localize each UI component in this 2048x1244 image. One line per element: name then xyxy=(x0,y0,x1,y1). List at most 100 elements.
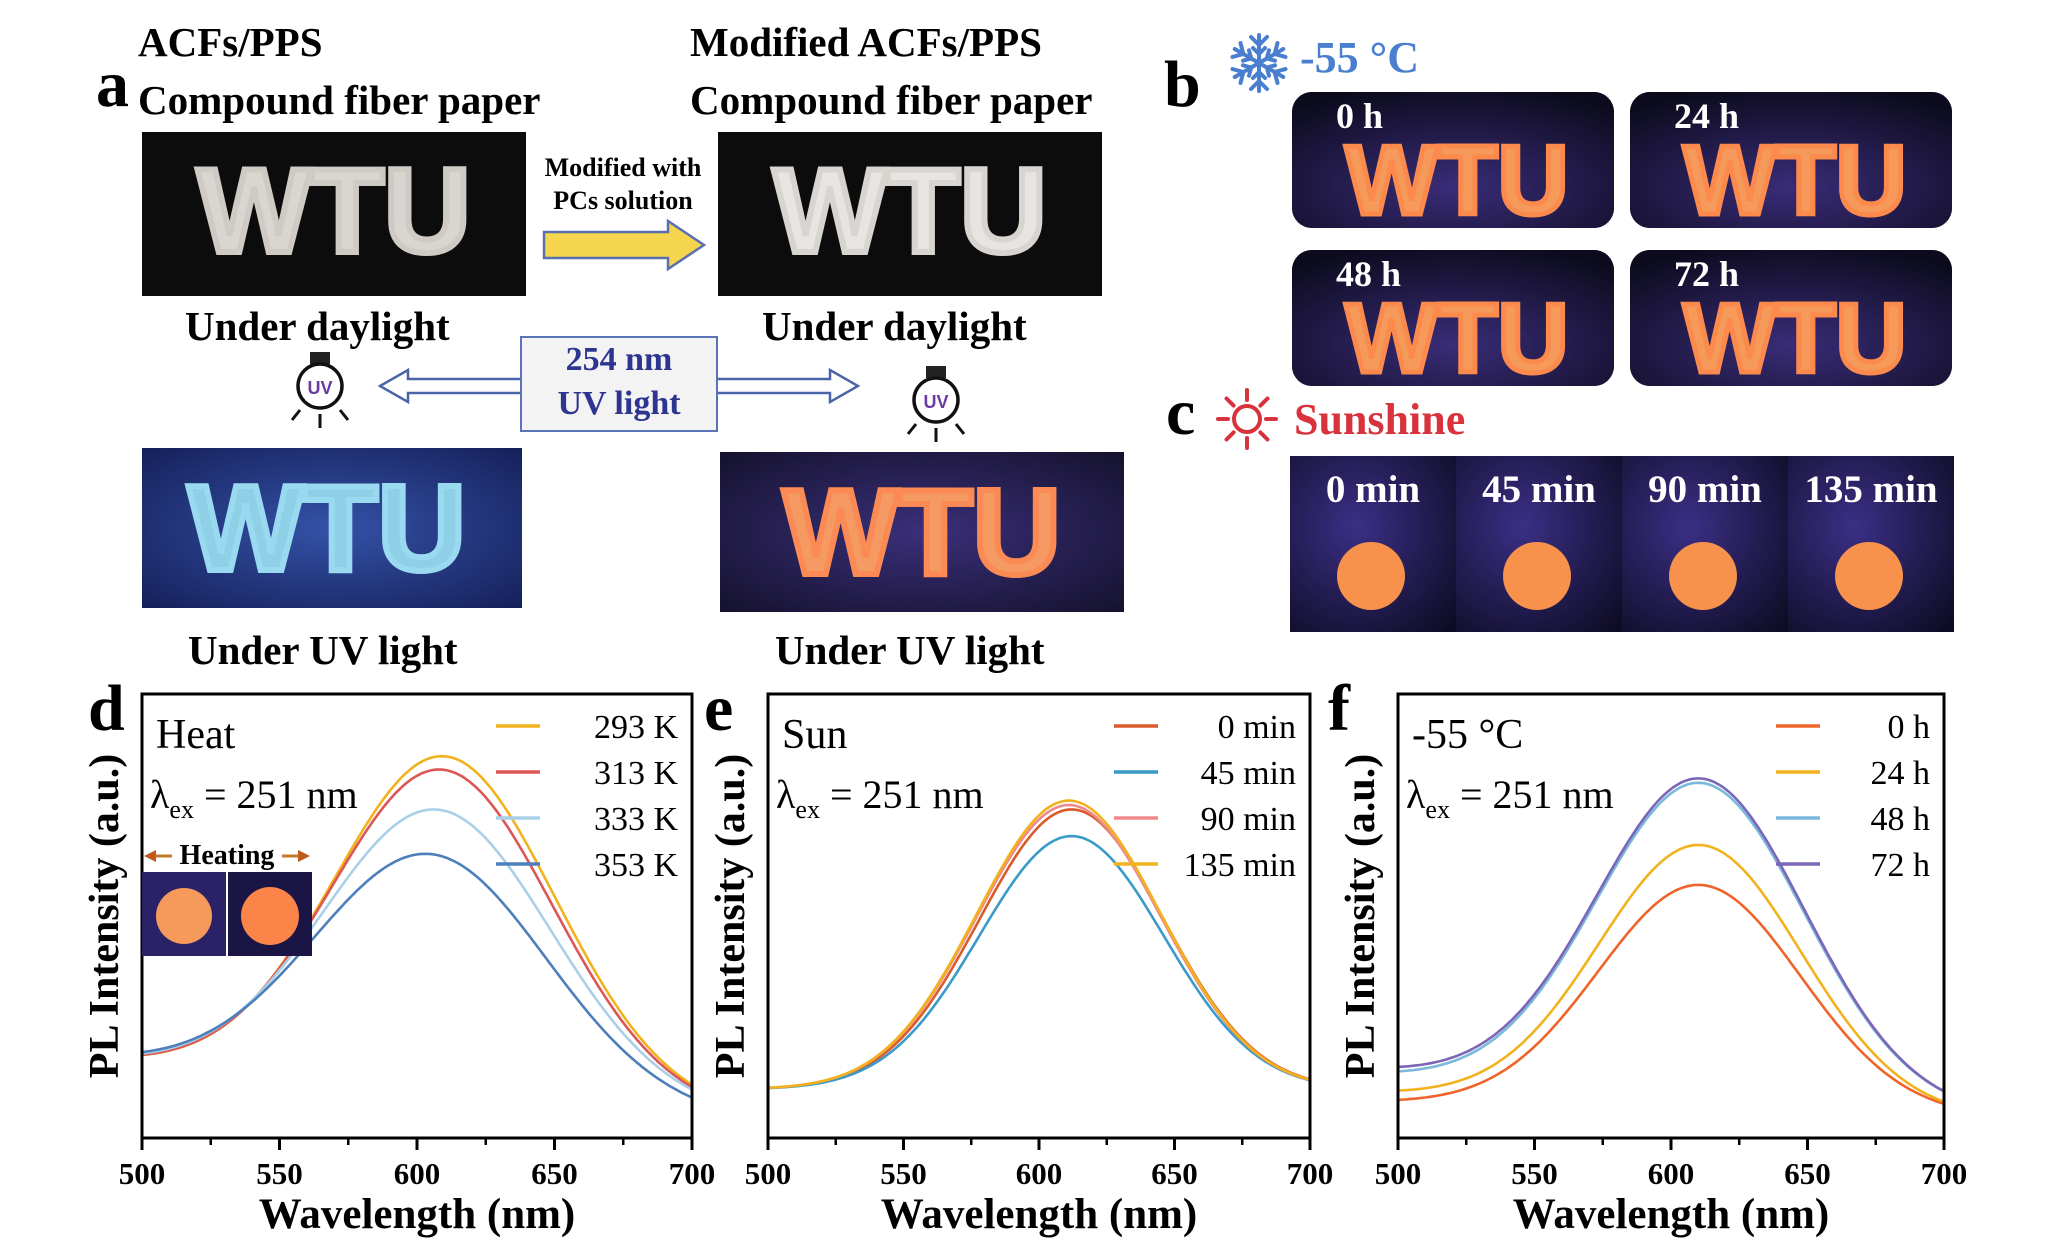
panel-letter-b: b xyxy=(1164,48,1201,121)
x-tick-label: 600 xyxy=(1016,1156,1063,1191)
left-title-line-1: ACFs/PPS xyxy=(138,19,323,65)
uv-box-line-2: UV light xyxy=(557,385,681,422)
caption-uv-left: Under UV light xyxy=(188,627,458,673)
x-axis-label: Wavelength (nm) xyxy=(1513,1191,1830,1238)
series-line xyxy=(1397,843,1945,1103)
x-tick-label: 600 xyxy=(394,1156,441,1191)
chart-f: 500 550 600 650 700 Wavelength (nm) PL Intensi… xyxy=(1338,692,1967,1238)
caption-daylight-right: Under daylight xyxy=(762,303,1027,349)
panel-b-tile: WTU 48 h xyxy=(1292,250,1614,386)
x-tick-label: 650 xyxy=(1784,1156,1831,1191)
panel-c-tile: 135 min xyxy=(1788,456,1954,632)
panel-b-tile: WTU 72 h xyxy=(1630,250,1952,386)
panel-b-tile: WTU 24 h xyxy=(1630,92,1952,228)
x-tick-label: 700 xyxy=(1287,1156,1334,1191)
y-axis-label: PL Intensity (a.u.) xyxy=(82,754,128,1078)
chart-title: Sun xyxy=(782,712,847,758)
panel-c-tile: 90 min xyxy=(1622,456,1788,632)
legend-label: 333 K xyxy=(594,801,679,838)
legend-label: 48 h xyxy=(1871,801,1931,838)
x-tick-label: 700 xyxy=(669,1156,716,1191)
heating-label: Heating xyxy=(180,840,275,871)
chart-title: Heat xyxy=(156,712,236,758)
arrow-label: Modified with PCs solution xyxy=(528,152,718,217)
panel-letter-e: e xyxy=(704,672,734,745)
left-title-line-2: Compound fiber paper xyxy=(138,77,541,123)
x-tick-label: 500 xyxy=(119,1156,166,1191)
series-line xyxy=(767,799,1311,1090)
uv-bulb-text: UV xyxy=(923,392,948,412)
panel-c-tile-label: 90 min xyxy=(1648,468,1762,511)
panel-b-tile-label: 72 h xyxy=(1674,254,1740,294)
uv-bulb-text: UV xyxy=(307,378,332,398)
panel-c-title: Sunshine xyxy=(1294,395,1466,444)
photo-text: WTU xyxy=(197,144,470,278)
panel-letter-c: c xyxy=(1166,376,1196,449)
series-line xyxy=(767,834,1311,1090)
chart-subtitle: λex = 251 nm xyxy=(776,772,984,824)
legend-label: 45 min xyxy=(1201,755,1296,792)
uv-light-box: 254 nm UV light xyxy=(520,336,718,432)
panel-b-title: -55 °C xyxy=(1300,33,1420,82)
legend-label: 24 h xyxy=(1871,755,1931,792)
snowflake-icon xyxy=(1230,33,1288,93)
panel-b-tile-label: 48 h xyxy=(1336,254,1402,294)
x-tick-label: 550 xyxy=(880,1156,927,1191)
panel-c-tile-label: 45 min xyxy=(1482,468,1596,511)
panel-letter-f: f xyxy=(1328,672,1350,745)
photo-text: WTU xyxy=(783,464,1061,600)
panel-letter-a: a xyxy=(96,48,129,121)
right-title-line-1: Modified ACFs/PPS xyxy=(690,19,1042,65)
chart-title: -55 °C xyxy=(1412,712,1523,758)
x-tick-label: 550 xyxy=(256,1156,303,1191)
uv-bulb-icon: UV xyxy=(290,352,350,428)
legend-label: 90 min xyxy=(1201,801,1296,838)
panel-letter-d: d xyxy=(88,672,125,745)
legend-label: 0 min xyxy=(1218,709,1296,746)
legend-label: 353 K xyxy=(594,847,679,884)
x-tick-label: 600 xyxy=(1648,1156,1695,1191)
caption-daylight-left: Under daylight xyxy=(185,303,450,349)
tile-photo-text: WTU xyxy=(1683,125,1906,228)
panel-b-tile-label: 24 h xyxy=(1674,96,1740,136)
uv-box-line-1: 254 nm xyxy=(565,341,673,378)
tile-photo-text: WTU xyxy=(1345,125,1568,228)
x-axis-label: Wavelength (nm) xyxy=(881,1191,1198,1238)
x-tick-label: 650 xyxy=(531,1156,578,1191)
modification-arrow xyxy=(542,218,707,272)
photo-text: WTU xyxy=(188,460,466,596)
y-axis-label: PL Intensity (a.u.) xyxy=(1338,754,1384,1078)
series-line xyxy=(141,852,693,1099)
chart-e: 500 550 600 650 700 Wavelength (nm) PL Intensi… xyxy=(708,692,1334,1238)
tile-photo-text: WTU xyxy=(1345,283,1568,386)
x-tick-label: 500 xyxy=(745,1156,792,1191)
photo-daylight-unmodified: WTU xyxy=(142,132,526,296)
caption-uv-right: Under UV light xyxy=(775,627,1045,673)
x-axis-label: Wavelength (nm) xyxy=(259,1191,576,1238)
legend-label: 293 K xyxy=(594,709,679,746)
x-tick-label: 550 xyxy=(1511,1156,1558,1191)
right-title-line-2: Compound fiber paper xyxy=(690,77,1093,123)
panel-b-tile: WTU 0 h xyxy=(1292,92,1614,228)
panel-c-tile-label: 135 min xyxy=(1804,468,1938,511)
x-tick-label: 650 xyxy=(1151,1156,1198,1191)
legend-label: 313 K xyxy=(594,755,679,792)
panel-c-tile: 45 min xyxy=(1456,456,1622,632)
series-line xyxy=(1397,777,1945,1093)
y-axis-label: PL Intensity (a.u.) xyxy=(708,754,754,1078)
chart-subtitle: λex = 251 nm xyxy=(150,772,358,824)
x-tick-label: 500 xyxy=(1375,1156,1422,1191)
arrow-label-line-2: PCs solution xyxy=(553,185,693,215)
arrow-label-line-1: Modified with xyxy=(544,153,702,182)
tile-photo-text: WTU xyxy=(1683,283,1906,386)
photo-uv-unmodified: WTU xyxy=(142,448,522,608)
legend-label: 135 min xyxy=(1184,847,1296,884)
panel-c-tile: 0 min xyxy=(1290,456,1456,632)
legend-label: 0 h xyxy=(1888,709,1931,746)
heating-inset: Heating xyxy=(142,836,312,956)
photo-uv-modified: WTU xyxy=(720,452,1124,612)
chart-subtitle: λex = 251 nm xyxy=(1406,772,1614,824)
panel-b-tile-label: 0 h xyxy=(1336,96,1384,136)
series-line xyxy=(1397,883,1945,1106)
photo-text: WTU xyxy=(773,144,1046,278)
